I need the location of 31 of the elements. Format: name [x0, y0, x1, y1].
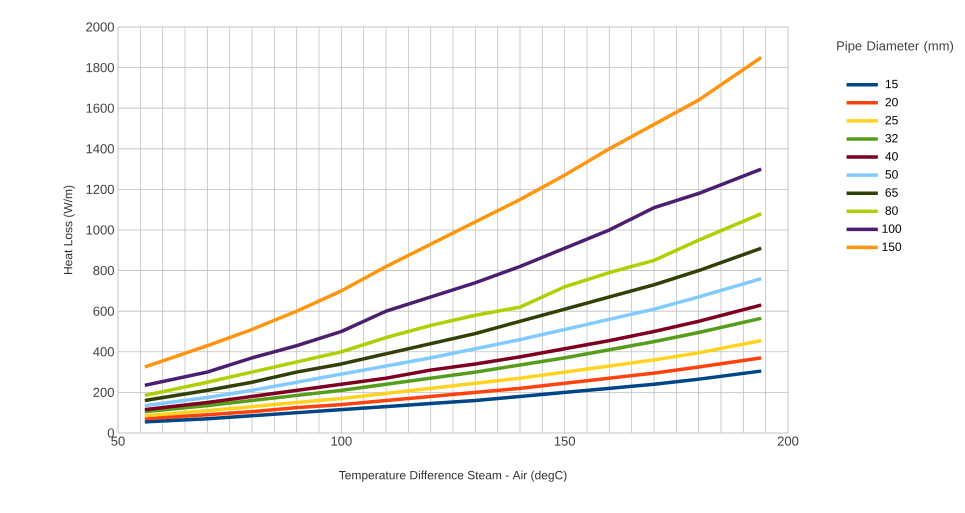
y-tick-label: 1600 [86, 104, 114, 113]
x-axis-title: Temperature Difference Steam - Air (degC) [339, 470, 566, 482]
legend-label: 20 [886, 98, 898, 106]
legend-title: Pipe Diameter (mm) [837, 40, 954, 54]
y-tick-label: 0 [108, 428, 114, 438]
x-tick-label: 100 [331, 436, 352, 446]
y-tick-label: 800 [93, 266, 114, 276]
legend-label: 100 [882, 224, 902, 233]
y-axis-title: Heat Loss (W/m) [64, 186, 75, 274]
line-series [143, 369, 763, 424]
y-tick-label: 2000 [86, 22, 114, 32]
y-tick-label: 400 [93, 347, 114, 356]
legend-label: 40 [885, 152, 898, 161]
x-tick-label: 50 [111, 436, 125, 446]
legend-label: 15 [886, 80, 898, 88]
legend-label: 150 [882, 242, 902, 251]
y-tick-label: 600 [93, 306, 114, 316]
y-tick-label: 1200 [86, 184, 114, 194]
legend-label: 32 [885, 134, 898, 143]
y-tick-label: 1000 [86, 225, 114, 235]
y-tick-label: 200 [93, 388, 114, 397]
line-series [143, 246, 763, 402]
line-series [143, 338, 763, 418]
y-tick-label: 1400 [86, 144, 114, 154]
x-tick-label: 200 [778, 436, 798, 446]
legend-label: 25 [886, 116, 898, 124]
legend-label: 50 [885, 170, 898, 179]
y-tick-label: 1800 [86, 62, 114, 72]
legend-label: 80 [885, 206, 898, 215]
legend-label: 65 [886, 188, 898, 197]
x-tick-label: 150 [554, 436, 576, 446]
